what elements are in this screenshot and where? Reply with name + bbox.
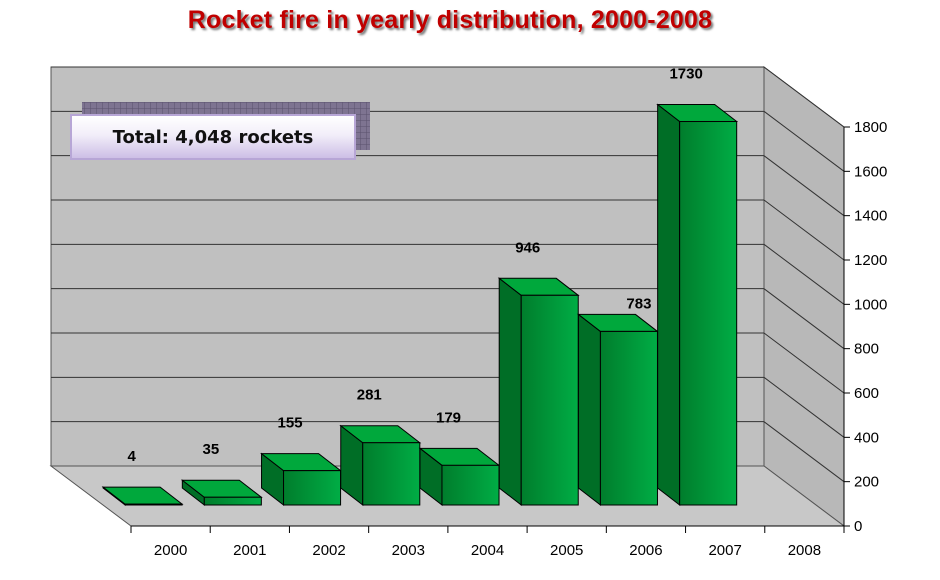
x-tick-label: 2001 <box>233 542 266 559</box>
data-label: 155 <box>278 415 303 432</box>
bar <box>656 103 739 507</box>
bar <box>418 447 501 507</box>
bar-front <box>441 464 500 506</box>
bar-side <box>498 277 522 507</box>
data-label: 946 <box>515 239 540 256</box>
bar-front <box>283 470 342 506</box>
bar-front <box>124 503 183 506</box>
x-tick-label: 2005 <box>550 542 583 559</box>
bar-front <box>599 330 658 506</box>
bar <box>180 479 263 507</box>
bar-front <box>203 496 262 506</box>
y-tick-label: 1000 <box>854 296 887 313</box>
data-label: 179 <box>436 409 461 426</box>
bar-front <box>362 442 421 506</box>
chart-bars: 4 35 155 281 179 946 783 1730 <box>101 66 739 507</box>
bar-side <box>577 313 601 507</box>
x-tick-label: 2008 <box>788 542 821 559</box>
bar <box>576 313 659 507</box>
data-label: 281 <box>357 387 382 404</box>
data-label: 4 <box>127 448 136 465</box>
data-label: 35 <box>202 441 219 458</box>
gridline-side <box>763 110 845 172</box>
bar-side <box>657 103 681 507</box>
bar <box>101 486 184 507</box>
y-tick-label: 0 <box>854 518 862 535</box>
chart-title: Rocket fire in yearly distribution, 2000… <box>187 6 713 34</box>
x-tick-label: 2003 <box>392 542 425 559</box>
y-tick-label: 800 <box>854 341 879 358</box>
y-tick-label: 600 <box>854 385 879 402</box>
x-tick-label: 2006 <box>629 542 662 559</box>
gridline-side <box>763 376 845 438</box>
gridline-side <box>763 288 845 350</box>
x-tick-label: 2004 <box>471 542 504 559</box>
data-label: 783 <box>626 295 651 312</box>
bar <box>339 424 422 507</box>
data-label: 1730 <box>669 66 702 83</box>
gridline-side <box>763 243 845 305</box>
bar <box>260 452 343 507</box>
bar-front <box>520 294 579 506</box>
side-wall <box>763 66 845 527</box>
y-tick-label: 400 <box>854 429 879 446</box>
y-tick-label: 1200 <box>854 252 887 269</box>
gridline-side <box>763 199 845 261</box>
y-tick-label: 1600 <box>854 163 887 180</box>
gridline-side <box>763 332 845 394</box>
gridline-side <box>763 66 845 128</box>
y-tick-label: 1800 <box>854 119 887 136</box>
x-tick-label: 2007 <box>708 542 741 559</box>
total-annotation: Total: 4,048 rockets <box>70 114 356 160</box>
x-tick-label: 2002 <box>312 542 345 559</box>
gridline-side <box>763 421 845 483</box>
y-tick-label: 200 <box>854 474 879 491</box>
bar <box>497 277 580 507</box>
y-tick-label: 1400 <box>854 208 887 225</box>
gridline-side <box>763 155 845 217</box>
x-tick-label: 2000 <box>154 542 187 559</box>
chart-axes: 0 200 400 600 800 1000 1200 1400 1600 1800 2000 200… <box>130 119 887 559</box>
bar-front <box>679 121 738 506</box>
